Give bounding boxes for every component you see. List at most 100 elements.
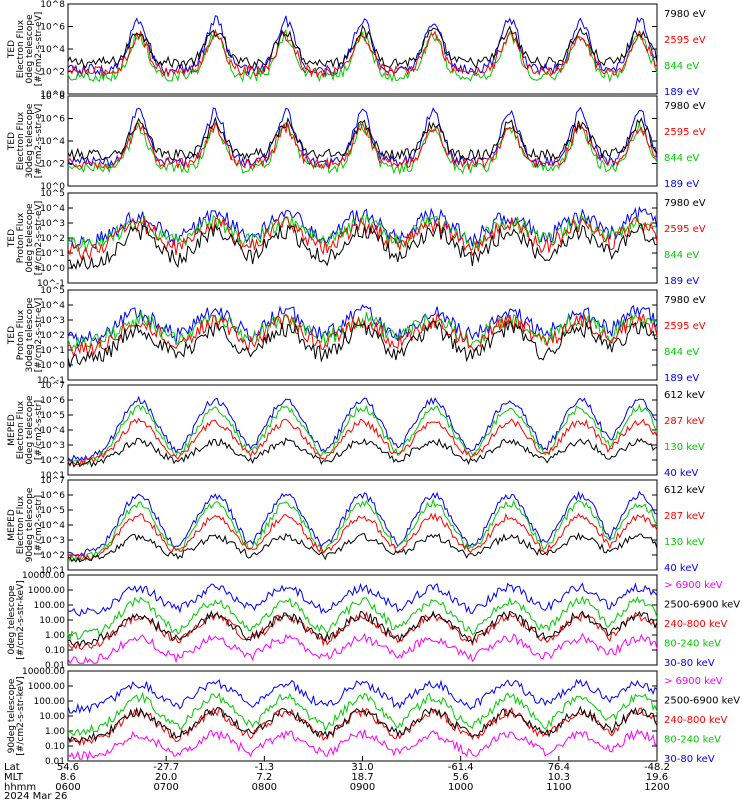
- y-axis-label: 0deg telescope: [25, 14, 35, 84]
- y-axis-label: 0deg telescope: [25, 203, 35, 273]
- legend-label: 844 eV: [664, 153, 699, 164]
- x-tick-hhmm: 1100: [546, 782, 571, 793]
- legend-label: 40 keV: [664, 563, 698, 574]
- legend-label: 2595 eV: [664, 321, 706, 332]
- y-tick-label: 10^1: [40, 346, 65, 356]
- legend-label: 2500-6900 keV: [664, 600, 740, 611]
- legend-label: 2595 eV: [664, 35, 706, 46]
- legend-label: 189 eV: [664, 276, 699, 287]
- y-tick-label: 10^3: [40, 441, 65, 451]
- series-3: [67, 595, 658, 642]
- y-axis-label: [#/cm2-s-str-keV]: [16, 580, 26, 659]
- x-tick-hhmm: 1200: [644, 782, 669, 793]
- series-3: [67, 106, 658, 169]
- y-tick-label: 10^2: [40, 234, 65, 244]
- legend-label: 240-800 keV: [664, 715, 728, 726]
- y-tick-label: 10^5: [40, 189, 65, 199]
- legend-label: 189 eV: [664, 179, 699, 190]
- y-tick-label: 10^6: [40, 23, 65, 33]
- y-tick-label: 1.00: [45, 727, 65, 737]
- y-tick-label: 10^0: [40, 90, 65, 100]
- series-3: [67, 304, 658, 349]
- y-tick-label: 0.01: [45, 661, 65, 671]
- series-0: [67, 728, 658, 762]
- series-0: [67, 223, 658, 270]
- x-tick-mlt: 10.3: [548, 772, 570, 783]
- y-axis-label: TED: [7, 229, 17, 248]
- series-4: [67, 582, 658, 617]
- legend-label: 80-240 keV: [664, 735, 721, 746]
- y-tick-label: 10^4: [40, 204, 65, 214]
- y-tick-label: 1.00: [45, 631, 65, 641]
- y-axis-label: Electron Flux: [16, 19, 26, 78]
- y-axis-label: Proton Flux: [16, 309, 26, 360]
- series-1: [67, 417, 658, 467]
- y-tick-label: 10^0: [40, 264, 65, 274]
- y-tick-label: 10^4: [40, 426, 65, 436]
- legend-label: 844 eV: [664, 347, 699, 358]
- x-tick-mlt: 8.6: [60, 772, 76, 783]
- x-tick-lat: 76.4: [548, 762, 570, 773]
- y-tick-label: 10000.00: [22, 667, 65, 677]
- x-tick-mlt: 19.6: [646, 772, 668, 783]
- y-tick-label: 0.01: [45, 757, 65, 767]
- y-axis-label: 30deg telescope: [25, 103, 35, 178]
- y-tick-label: 10^3: [40, 316, 65, 326]
- x-row-label: MLT: [4, 772, 24, 783]
- y-tick-label: 10^2: [40, 160, 65, 170]
- y-axis-label: Electron Flux: [16, 111, 26, 170]
- series-2: [67, 28, 658, 83]
- panel-7: 0.01 0.10 1.00 10.00 100.00 1000.00 10000.00 0d…: [7, 571, 740, 671]
- legend-label: 2595 eV: [664, 127, 706, 138]
- series-0: [67, 116, 658, 161]
- legend-label: 2595 eV: [664, 224, 706, 235]
- x-tick-mlt: 7.2: [256, 772, 272, 783]
- legend-label: 612 keV: [664, 485, 705, 496]
- y-tick-label: 10^6: [40, 396, 65, 406]
- legend-label: 844 eV: [664, 61, 699, 72]
- legend-label: 287 keV: [664, 511, 705, 522]
- y-tick-label: 10^4: [40, 301, 65, 311]
- y-axis-label: [#/cm2-s-str-eV]: [34, 201, 44, 276]
- y-tick-label: 10^5: [40, 286, 65, 296]
- legend-label: 130 keV: [664, 537, 705, 548]
- panel-4: 10^-1 10^0 10^1 10^2 10^3 10^4 10^5 TED Proton F…: [7, 286, 706, 386]
- x-tick-hhmm: 0800: [252, 782, 277, 793]
- x-tick-lat: -27.7: [153, 762, 179, 773]
- x-tick-hhmm: 0700: [153, 782, 178, 793]
- legend-label: 7980 eV: [664, 295, 706, 306]
- x-tick-mlt: 5.6: [453, 772, 469, 783]
- x-tick-lat: -61.4: [448, 762, 474, 773]
- series-2: [67, 610, 658, 651]
- y-axis-label: TED: [7, 40, 17, 59]
- series-3: [67, 205, 658, 250]
- legend-label: 40 keV: [664, 468, 698, 479]
- y-tick-label: 1000.00: [28, 682, 65, 692]
- series-2: [67, 213, 658, 253]
- y-tick-label: 10^2: [40, 68, 65, 78]
- series-2: [67, 403, 658, 466]
- legend-label: 7980 eV: [664, 198, 706, 209]
- y-axis-label: [#/cm2-s-str-eV]: [34, 298, 44, 373]
- y-axis-label: Electron Flux: [16, 400, 26, 459]
- y-axis-label: [#/cm2-s-str-keV]: [16, 676, 26, 755]
- series-1: [67, 28, 658, 79]
- y-tick-label: 10^1: [40, 249, 65, 259]
- x-tick-hhmm: 0900: [350, 782, 375, 793]
- legend-label: 7980 eV: [664, 101, 706, 112]
- y-tick-label: 10^6: [40, 115, 65, 125]
- y-axis-label: 0deg telescope: [7, 585, 17, 655]
- panel-8: 0.01 0.10 1.00 10.00 100.00 1000.00 10000.00 90…: [7, 667, 740, 767]
- x-tick-hhmm: 1000: [448, 782, 473, 793]
- y-tick-label: 100.00: [34, 601, 66, 611]
- y-axis-label: Proton Flux: [16, 212, 26, 263]
- y-tick-label: 10^4: [40, 137, 65, 147]
- legend-label: 189 eV: [664, 373, 699, 384]
- series-0: [67, 24, 658, 70]
- y-axis-label: [#/cm2-s-str]: [34, 400, 44, 460]
- y-tick-label: 10^2: [40, 456, 65, 466]
- y-tick-label: 100.00: [34, 697, 66, 707]
- x-tick-lat: -1.3: [255, 762, 275, 773]
- y-axis-label: Electron Flux: [16, 495, 26, 554]
